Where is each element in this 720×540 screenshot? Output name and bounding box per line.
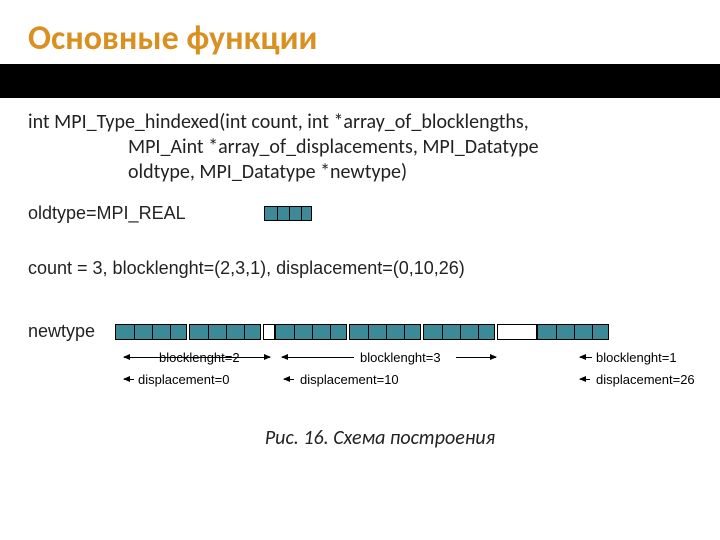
sig-line1: int MPI_Type_hindexed(int count, int *ar… xyxy=(28,110,529,134)
sig-line3: oldtype, MPI_Datatype *newtype) xyxy=(28,160,692,185)
newtype-diagram xyxy=(115,324,611,340)
oldtype-label: oldtype=MPI_REAL xyxy=(28,203,186,224)
page-title: Основные функции xyxy=(28,18,317,59)
displacement-label: displacement=10 xyxy=(300,372,399,387)
blocklength-label: blocklenght=3 xyxy=(360,350,441,365)
displacement-label: displacement=26 xyxy=(596,372,695,387)
blocklength-label: blocklenght=1 xyxy=(596,350,677,365)
oldtype-diagram xyxy=(264,206,312,221)
sig-line2: MPI_Aint *array_of_displacements, MPI_Da… xyxy=(28,135,692,160)
figure-caption: Рис. 16. Схема построения xyxy=(28,426,692,450)
displacement-label: displacement=0 xyxy=(138,372,229,387)
oldtype-row: oldtype=MPI_REAL xyxy=(28,203,692,224)
content-area: int MPI_Type_hindexed(int count, int *ar… xyxy=(0,92,720,450)
title-band: Основные функции xyxy=(0,0,720,92)
count-label: count = 3, blocklenght=(2,3,1), displace… xyxy=(28,258,692,279)
newtype-annotations: blocklenght=2displacement=0blocklenght=3… xyxy=(124,350,692,404)
newtype-row: newtype xyxy=(28,321,692,342)
function-signature: int MPI_Type_hindexed(int count, int *ar… xyxy=(28,110,692,185)
newtype-label: newtype xyxy=(28,321,95,342)
